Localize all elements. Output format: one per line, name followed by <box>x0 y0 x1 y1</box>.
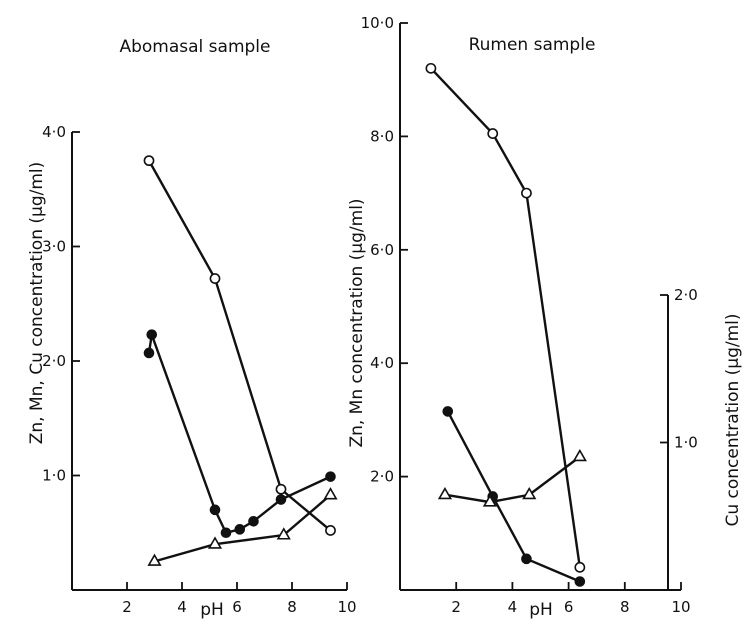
abomasal-chart-title: Abomasal sample <box>119 37 270 57</box>
abomasal-data-point <box>276 527 291 540</box>
rumen-data-point <box>442 406 454 417</box>
rumen-x-axis-label: pH <box>529 600 553 620</box>
rumen-series-line <box>446 410 581 583</box>
rumen-x-tick-label: 8 <box>620 598 630 616</box>
abomasal-data-point <box>275 494 287 505</box>
abomasal-series-open-triangle <box>147 487 338 566</box>
rumen-x-tick-label: 2 <box>451 598 461 616</box>
abomasal-data-point <box>325 525 336 536</box>
rumen-y-tick-label: 8·0 <box>370 127 394 145</box>
abomasal-y-tick-label: 4·0 <box>42 123 66 141</box>
abomasal-data-point <box>209 504 221 516</box>
abomasal-chart-panel: 2 4 6 8 10 1·0 2·0 3·0 4·0 <box>42 123 356 616</box>
rumen-y-tick-label: 2·0 <box>370 468 394 486</box>
rumen-series-open-triangle <box>437 448 587 507</box>
abomasal-series-open-circle <box>143 155 336 536</box>
abomasal-series-filled-circle <box>143 329 336 539</box>
rumen-y2-tick-label: 1·0 <box>674 434 698 452</box>
rumen-data-point <box>482 494 498 507</box>
abomasal-x-tick-label: 8 <box>287 598 297 616</box>
rumen-y-tick-label: 4·0 <box>370 354 394 372</box>
rumen-y2-tick-label: 2·0 <box>674 286 698 304</box>
rumen-y-axis-label: Zn, Mn concentration (µg/ml) <box>347 198 367 447</box>
abomasal-data-point <box>209 273 221 284</box>
abomasal-x-tick-label: 6 <box>232 598 242 616</box>
abomasal-data-point <box>248 516 259 527</box>
rumen-data-point <box>521 187 532 199</box>
rumen-y2-axis-label: Cu concentration (µg/ml) <box>723 313 743 526</box>
rumen-y-tick-label: 6·0 <box>370 241 394 259</box>
rumen-chart-title: Rumen sample <box>469 35 596 55</box>
abomasal-data-point <box>143 155 155 167</box>
abomasal-data-point <box>147 553 162 566</box>
rumen-data-point <box>522 486 537 500</box>
abomasal-data-point <box>323 487 338 500</box>
abomasal-data-point <box>207 536 223 549</box>
abomasal-x-tick-label: 2 <box>122 598 132 616</box>
rumen-y-tick-label: 10·0 <box>361 14 394 32</box>
abomasal-y-tick-label: 1·0 <box>42 467 66 485</box>
abomasal-series-line <box>147 334 332 535</box>
abomasal-data-point <box>275 483 287 495</box>
abomasal-x-axis-label: pH <box>200 600 224 620</box>
rumen-data-point <box>574 576 586 587</box>
abomasal-y-tick-label: 2·0 <box>42 352 66 370</box>
rumen-series-filled-circle <box>442 406 586 587</box>
rumen-x-tick-label: 4 <box>508 598 518 616</box>
abomasal-data-point <box>146 329 158 340</box>
rumen-data-point <box>521 553 532 565</box>
abomasal-data-point <box>234 524 246 535</box>
abomasal-x-tick-label: 10 <box>337 598 356 616</box>
rumen-x-tick-label: 6 <box>564 598 574 616</box>
rumen-data-point <box>574 561 586 573</box>
abomasal-data-point <box>325 471 336 482</box>
abomasal-data-point <box>143 347 155 359</box>
rumen-data-point <box>425 62 437 74</box>
abomasal-series-line <box>147 160 332 532</box>
abomasal-y-axis-label: Zn, Mn, Cu concentration (µg/ml) <box>27 162 47 445</box>
abomasal-series-line <box>154 494 332 563</box>
abomasal-x-tick-label: 4 <box>177 598 187 616</box>
rumen-x-tick-label: 10 <box>671 598 690 616</box>
abomasal-data-point <box>220 527 232 539</box>
rumen-data-point <box>572 448 587 462</box>
rumen-chart-panel: 2 4 6 8 10 2·0 4·0 6·0 8·0 10·0 1·0 2·0 <box>361 14 698 616</box>
rumen-series-line <box>444 455 581 504</box>
abomasal-y-tick-label: 3·0 <box>42 238 66 256</box>
rumen-series-line <box>430 67 582 568</box>
rumen-data-point <box>437 486 453 500</box>
rumen-series-open-circle <box>425 62 586 573</box>
rumen-data-point <box>487 128 499 139</box>
